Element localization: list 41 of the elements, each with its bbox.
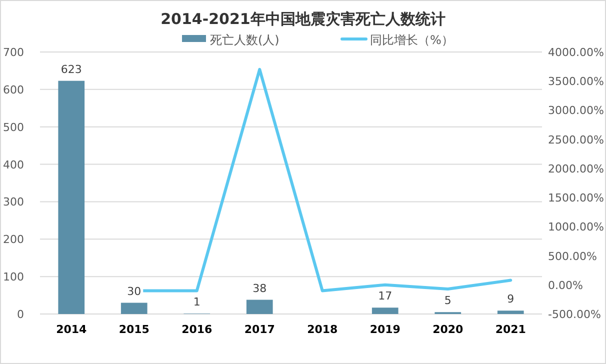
x-tick-label: 2014 bbox=[56, 323, 88, 336]
bar bbox=[246, 300, 273, 314]
data-label: 5 bbox=[444, 294, 452, 308]
y-tick-label: 400 bbox=[3, 158, 24, 172]
y-tick-label: 300 bbox=[3, 196, 24, 209]
y-tick-label: 600 bbox=[3, 83, 24, 96]
data-label: 30 bbox=[127, 284, 142, 298]
legend-label: 同比增长（%） bbox=[370, 33, 454, 47]
data-label: 1 bbox=[193, 296, 200, 309]
x-tick-label: 2021 bbox=[495, 323, 526, 336]
chart-title: 2014-2021年中国地震灾害死亡人数统计 bbox=[160, 10, 446, 28]
x-tick-label: 2015 bbox=[118, 323, 150, 336]
x-tick-label: 2017 bbox=[244, 323, 275, 336]
y-tick-label: 200 bbox=[3, 233, 24, 246]
data-label: 623 bbox=[60, 62, 82, 76]
x-tick-label: 2018 bbox=[307, 323, 338, 336]
bar bbox=[120, 302, 148, 314]
legend-label: 死亡人数(人) bbox=[210, 33, 280, 47]
x-tick-label: 2020 bbox=[432, 323, 464, 336]
data-label: 17 bbox=[378, 290, 392, 303]
y2-tick-label: 1500.00% bbox=[548, 192, 604, 205]
y2-tick-label: 4000.00% bbox=[548, 46, 604, 59]
y-tick-label: 700 bbox=[3, 46, 24, 59]
bar bbox=[58, 80, 85, 314]
y2-tick-label: 1000.00% bbox=[548, 220, 604, 234]
x-tick-label: 2019 bbox=[370, 323, 400, 336]
y-tick-label: 0 bbox=[17, 308, 24, 321]
data-label: 9 bbox=[507, 292, 514, 306]
x-tick-label: 2016 bbox=[182, 323, 213, 336]
bar bbox=[497, 310, 524, 314]
y2-tick-label: 2000.00% bbox=[548, 162, 604, 176]
bar bbox=[372, 308, 398, 314]
y2-tick-label: 500.00% bbox=[548, 250, 597, 263]
y-tick-label: 100 bbox=[3, 270, 24, 284]
y2-tick-label: 0.00% bbox=[548, 278, 583, 292]
data-label: 38 bbox=[252, 282, 267, 295]
y2-tick-label: -500.00% bbox=[548, 308, 601, 321]
y2-tick-label: 3000.00% bbox=[548, 104, 604, 118]
y-tick-label: 500 bbox=[3, 120, 24, 134]
y2-tick-label: 3500.00% bbox=[548, 75, 604, 88]
y2-tick-label: 2500.00% bbox=[548, 133, 604, 146]
